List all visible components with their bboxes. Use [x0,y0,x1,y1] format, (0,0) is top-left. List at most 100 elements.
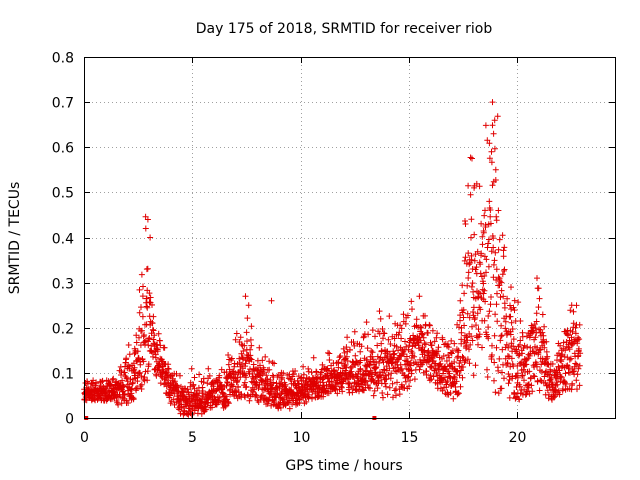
data-point [460,364,467,370]
data-point [559,351,566,358]
data-point [487,213,494,220]
data-point [523,333,530,340]
data-point [457,383,464,390]
data-point [489,182,496,189]
data-point [575,345,582,352]
data-point [343,364,350,371]
data-point [482,207,488,214]
data-point [516,396,523,403]
data-point [492,166,499,173]
data-point [444,378,451,384]
data-point [263,372,270,379]
data-point [266,366,273,373]
data-point [280,370,287,377]
data-point [367,385,373,392]
y-tick-label: 0.5 [52,186,74,202]
data-point [453,378,460,385]
data-point [289,401,296,408]
data-point [566,356,573,363]
data-point [573,377,580,384]
data-point [240,348,247,354]
data-point [138,304,144,311]
data-point [457,357,464,364]
data-point [497,278,504,285]
data-point [472,362,479,369]
data-point [332,387,339,393]
data-point [478,220,485,227]
data-point [343,353,350,360]
data-point [205,365,212,372]
data-point [426,377,433,384]
data-point [466,360,473,367]
data-point [119,377,126,384]
data-point [569,380,576,387]
data-point [331,368,338,375]
data-point [136,334,142,341]
data-point [134,348,141,355]
data-point [350,339,357,345]
data-point [468,333,475,340]
data-point [511,297,518,304]
data-point [137,361,144,368]
data-point [428,364,435,371]
data-point [457,367,464,374]
data-point [262,353,269,360]
data-point [574,371,581,378]
data-point [505,371,512,377]
data-point [568,342,575,348]
data-point [266,358,273,365]
data-point [373,358,380,365]
data-point [318,369,325,376]
data-point [144,304,151,311]
data-point [323,382,330,389]
data-point [276,385,283,392]
data-point [355,370,361,377]
data-point [498,385,505,392]
data-point [547,368,554,375]
data-point [575,334,581,341]
data-point [552,393,559,400]
data-point [125,342,132,348]
data-point [379,326,386,332]
data-point [102,387,109,393]
data-point [222,403,229,410]
data-point [203,406,209,413]
data-point [335,359,342,366]
data-point [142,225,149,232]
data-point [473,322,479,329]
data-point [138,381,145,388]
data-point [319,361,326,368]
data-point [490,130,497,137]
data-point [495,390,502,397]
data-point [469,337,476,344]
data-points [81,99,584,420]
data-point [425,350,432,357]
data-point [457,297,464,304]
data-point [123,374,130,381]
data-point [487,207,494,213]
data-point [115,401,122,408]
data-point [493,266,500,273]
data-point [537,377,544,384]
data-point [408,298,415,305]
y-tick-labels: 0 0.1 0.2 0.3 0.4 0.5 0.6 0.7 0.8 [52,51,74,428]
data-point [454,368,461,375]
data-point [139,293,146,300]
data-point [464,356,471,363]
data-point [576,382,583,389]
data-point [247,352,254,359]
data-point [396,329,403,336]
data-point [247,346,254,353]
data-point [84,380,91,387]
data-point [550,394,557,401]
data-point [341,349,348,356]
data-point [257,362,263,369]
data-point [157,342,164,349]
data-point [534,363,540,370]
data-point [357,348,364,355]
data-point [420,334,427,341]
data-point [456,372,463,379]
data-point [477,261,484,268]
data-point [120,383,127,390]
data-point [282,383,288,390]
